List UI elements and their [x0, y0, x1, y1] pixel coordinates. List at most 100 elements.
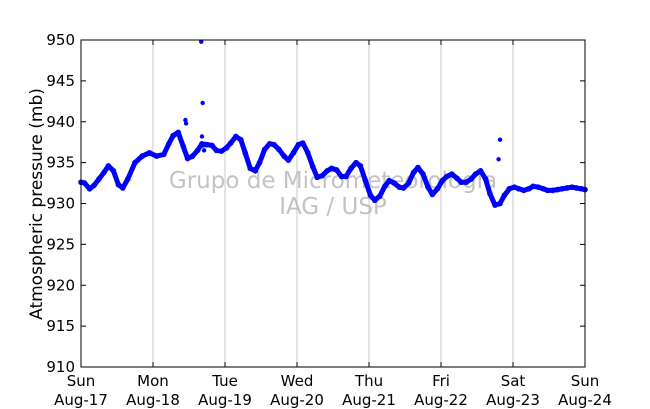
- pressure-point: [540, 185, 547, 192]
- pressure-point: [454, 175, 460, 181]
- x-tick-label-day: Mon: [137, 372, 169, 390]
- pressure-point: [247, 165, 253, 172]
- x-tick-label-date: Aug-18: [126, 391, 180, 409]
- y-tick-label: 945: [46, 72, 75, 90]
- pressure-point: [285, 157, 292, 163]
- pressure-point: [218, 148, 225, 154]
- pressure-point: [506, 185, 513, 192]
- x-tick-label-date: Aug-24: [558, 391, 612, 409]
- y-axis-label: Atmospheric pressure (mb): [27, 88, 47, 320]
- pressure-point: [119, 185, 126, 191]
- pressure-point: [81, 180, 88, 186]
- y-tick-label: 925: [46, 235, 75, 253]
- pressure-point: [233, 133, 239, 140]
- pressure-point: [371, 197, 378, 204]
- pressure-point: [348, 165, 354, 172]
- pressure-point: [425, 184, 431, 190]
- grid-lines: [152, 40, 514, 367]
- pressure-point: [482, 176, 489, 182]
- pressure-point: [515, 185, 522, 192]
- outlier-point: [201, 143, 206, 148]
- pressure-point: [569, 184, 575, 190]
- y-tick-label: 920: [46, 276, 75, 294]
- pressure-point: [281, 153, 287, 159]
- y-tick-label: 950: [46, 31, 75, 49]
- x-tick-label-day: Wed: [281, 372, 314, 390]
- pressure-point: [410, 169, 417, 176]
- pressure-point: [305, 150, 311, 156]
- pressure-point: [400, 185, 407, 191]
- pressure-point: [256, 159, 263, 166]
- pressure-point: [497, 200, 503, 207]
- pressure-point: [299, 140, 306, 146]
- pressure-point: [96, 176, 102, 182]
- pressure-point: [353, 159, 359, 166]
- pressure-point: [521, 187, 527, 194]
- pressure-point: [153, 153, 160, 159]
- pressure-point: [458, 179, 464, 186]
- x-tick-label-day: Sun: [571, 372, 600, 390]
- pressure-point: [573, 185, 580, 191]
- pressure-point: [544, 187, 551, 194]
- pressure-point: [405, 180, 412, 186]
- pressure-point: [324, 168, 331, 174]
- pressure-point: [420, 171, 426, 177]
- x-tick-label-date: Aug-21: [342, 391, 396, 409]
- pressure-point: [443, 173, 450, 180]
- pressure-point: [343, 173, 349, 180]
- pressure-point: [227, 140, 234, 146]
- x-tick-label-date: Aug-17: [54, 391, 108, 409]
- pressure-point: [213, 147, 220, 154]
- pressure-point: [132, 159, 138, 166]
- pressure-point: [290, 150, 297, 156]
- outlier-point: [199, 134, 205, 139]
- pressure-point: [115, 181, 122, 188]
- outlier-point: [497, 137, 503, 142]
- pressure-point: [559, 185, 565, 192]
- pressure-point: [271, 141, 277, 148]
- pressure-point: [526, 185, 532, 192]
- y-tick-label: 935: [46, 154, 75, 172]
- pressure-point: [184, 155, 191, 162]
- pressure-point: [238, 136, 244, 143]
- pressure-point: [86, 185, 93, 192]
- pressure-point: [223, 145, 230, 151]
- y-tick-label: 910: [46, 358, 75, 376]
- pressure-point: [367, 192, 374, 199]
- pressure-point: [166, 141, 172, 147]
- pressure-point: [549, 187, 556, 194]
- pressure-point: [328, 165, 335, 172]
- pressure-point: [396, 184, 403, 190]
- x-tick-label-day: Tue: [211, 372, 238, 390]
- pressure-point: [429, 191, 436, 198]
- pressure-point: [125, 176, 131, 182]
- outlier-point: [183, 117, 188, 123]
- pressure-point: [91, 182, 97, 189]
- pressure-point: [180, 143, 187, 150]
- pressure-point: [310, 163, 316, 170]
- pressure-point: [492, 202, 498, 208]
- pressure-point: [530, 183, 536, 190]
- y-tick-label: 940: [46, 113, 75, 131]
- pressure-point: [194, 147, 201, 154]
- pressure-point: [139, 153, 145, 159]
- pressure-point: [472, 171, 479, 177]
- watermark-line-1: Grupo de Micrometeorologia: [169, 168, 497, 194]
- pressure-point: [386, 177, 392, 184]
- pressure-point: [209, 142, 215, 149]
- axis-ticks: SunAug-17MonAug-18TueAug-19WedAug-20ThuA…: [46, 31, 612, 409]
- pressure-point: [511, 184, 518, 190]
- pressure-point: [362, 177, 369, 184]
- pressure-point: [463, 179, 470, 186]
- pressure-point: [175, 129, 181, 136]
- outlier-point: [201, 148, 207, 153]
- pressure-point: [189, 153, 196, 159]
- outlier-point: [183, 121, 189, 126]
- pressure-point: [338, 173, 345, 180]
- outlier-point: [496, 157, 501, 162]
- pressure-point: [487, 190, 493, 197]
- x-tick-label-date: Aug-23: [486, 391, 540, 409]
- pressure-point: [391, 180, 398, 186]
- pressure-point: [333, 167, 340, 173]
